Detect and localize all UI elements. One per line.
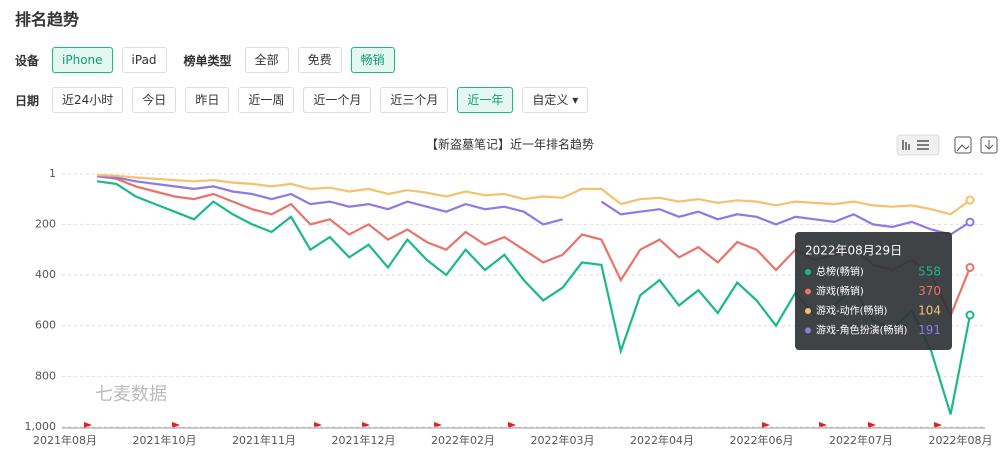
button-text: 近一周 bbox=[248, 93, 285, 107]
flag[interactable] bbox=[819, 422, 827, 431]
y-tick-label: 1 bbox=[49, 167, 56, 180]
filter-label: 日期 bbox=[15, 93, 40, 108]
legend-name: 游戏-动作(畅销) bbox=[816, 304, 888, 317]
image-icon-glyph bbox=[956, 144, 970, 152]
download-icon[interactable] bbox=[980, 136, 998, 154]
button-text: 近24小时 bbox=[62, 93, 114, 107]
filter-button[interactable]: 畅销 bbox=[350, 47, 395, 73]
series-line bbox=[96, 173, 971, 216]
filter-row: 设备 iPhone iPad 榜单类型 全部 免费 畅销 bbox=[15, 47, 395, 73]
filter-button[interactable]: 全部 bbox=[244, 47, 289, 73]
button-text: 近一个月 bbox=[313, 93, 362, 107]
page-title: 排名趋势 bbox=[15, 10, 80, 29]
y-tick-label: 200 bbox=[35, 217, 56, 230]
y-tick-label: 400 bbox=[35, 268, 56, 281]
filter-button[interactable]: 近三个月 bbox=[380, 87, 449, 113]
legend-dot bbox=[805, 288, 811, 295]
button-text: iPad bbox=[131, 53, 157, 67]
toggle-icon bbox=[902, 140, 929, 150]
x-tick-label: 2022年07月 bbox=[829, 433, 893, 447]
button-text: 畅销 bbox=[360, 53, 385, 67]
button-text: 免费 bbox=[307, 53, 332, 67]
y-tick-label: 600 bbox=[35, 319, 56, 332]
flag[interactable] bbox=[314, 422, 322, 431]
watermark: 七麦数据 bbox=[95, 384, 167, 405]
tooltip-value: 191 bbox=[918, 323, 941, 337]
flag[interactable] bbox=[362, 422, 370, 431]
x-tick-label: 2021年12月 bbox=[332, 433, 396, 447]
x-tick-label: 2022年06月 bbox=[730, 433, 794, 447]
button-text: 全部 bbox=[254, 53, 279, 67]
series-line bbox=[96, 175, 971, 236]
filter-button[interactable]: 免费 bbox=[297, 47, 342, 73]
point-marker bbox=[965, 310, 975, 320]
tooltip-title: 2022年08月29日 bbox=[805, 244, 902, 258]
tooltip-box bbox=[795, 232, 952, 350]
button-text: 近三个月 bbox=[390, 93, 439, 107]
filter-button[interactable]: 近24小时 bbox=[52, 87, 124, 113]
download-glyph bbox=[984, 140, 994, 150]
x-tick-label: 2022年03月 bbox=[531, 433, 595, 447]
point-marker bbox=[965, 262, 975, 272]
x-tick-label: 2021年08月 bbox=[33, 433, 97, 447]
point-marker bbox=[965, 217, 975, 227]
filter-button[interactable]: 自定义 ▾ bbox=[522, 87, 589, 113]
button-text: iPhone bbox=[62, 53, 103, 67]
y-tick-label: 1,000 bbox=[25, 420, 57, 433]
button-text: 自定义 bbox=[532, 93, 569, 107]
x-tick-label: 2021年10月 bbox=[133, 433, 197, 447]
filter-label: 榜单类型 bbox=[183, 53, 232, 68]
flag[interactable] bbox=[434, 422, 442, 431]
x-tick-label: 2022年02月 bbox=[431, 433, 495, 447]
tooltip-value: 104 bbox=[918, 304, 941, 318]
filter-button[interactable]: 近一年 bbox=[457, 87, 514, 113]
y-tick-label: 800 bbox=[35, 369, 56, 382]
filter-button[interactable]: iPhone bbox=[52, 47, 113, 73]
filter-button[interactable]: 近一个月 bbox=[303, 87, 372, 113]
filter-button[interactable]: 近一周 bbox=[238, 87, 295, 113]
dropdown-arrow: ▾ bbox=[568, 93, 579, 107]
legend-dot bbox=[805, 269, 811, 275]
legend-dot bbox=[805, 327, 811, 334]
filter-button[interactable]: iPad bbox=[121, 47, 167, 73]
filter-button[interactable]: 今日 bbox=[132, 87, 177, 113]
button-text: 今日 bbox=[142, 93, 167, 107]
button-text: 昨日 bbox=[195, 93, 220, 107]
filter-row: 日期 近24小时 今日 昨日 近一周 近一个月 近三个月 近一年 自定义 ▾ bbox=[15, 87, 589, 113]
tooltip-value: 370 bbox=[918, 284, 941, 298]
chart-title: 【新盗墓笔记】近一年排名趋势 bbox=[426, 137, 594, 152]
legend-name: 游戏(畅销) bbox=[816, 285, 864, 298]
button-text: 近一年 bbox=[467, 93, 504, 107]
point-marker bbox=[965, 195, 975, 205]
x-tick-label: 2022年08月 bbox=[929, 433, 993, 447]
legend-name: 总榜(畅销) bbox=[816, 265, 864, 278]
tooltip-value: 558 bbox=[918, 265, 941, 279]
x-tick-label: 2022年04月 bbox=[630, 433, 694, 447]
legend-dot bbox=[805, 308, 811, 314]
toolbar[interactable] bbox=[896, 134, 998, 156]
image-icon[interactable] bbox=[954, 136, 972, 154]
legend-name: 游戏-角色扮演(畅销) bbox=[816, 324, 908, 337]
x-tick-label: 2021年11月 bbox=[232, 433, 296, 447]
filter-button[interactable]: 昨日 bbox=[185, 87, 230, 113]
filter-label: 设备 bbox=[15, 53, 40, 68]
